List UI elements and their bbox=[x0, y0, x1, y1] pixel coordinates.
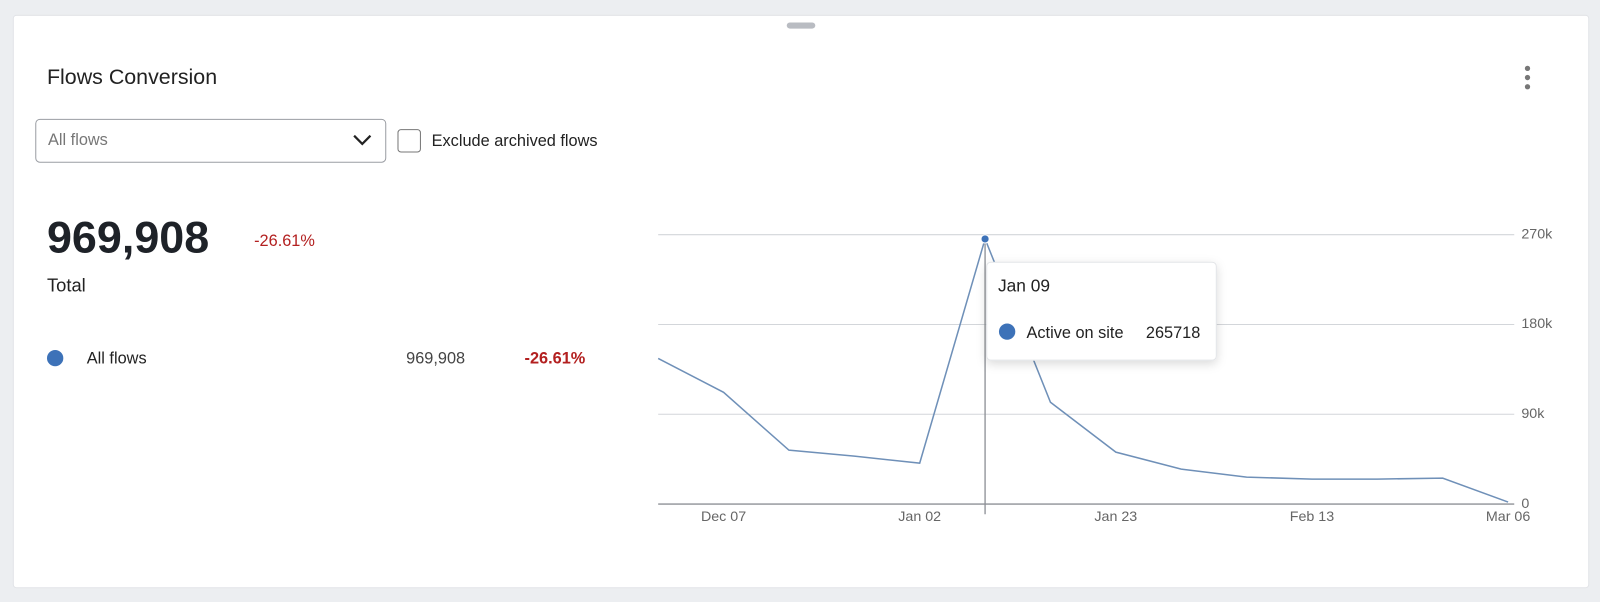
plot: 0 90k 180k 270k Dec 07 Jan 02 Jan 23 Feb 13 Mar … bbox=[657, 226, 1553, 525]
total-label: Total bbox=[47, 275, 86, 296]
hover-point bbox=[980, 234, 990, 244]
total-change: -26.61% bbox=[254, 232, 315, 250]
x-tick-label: Mar 06 bbox=[1486, 509, 1530, 525]
card-title: Flows Conversion bbox=[47, 65, 217, 89]
legend-change: -26.61% bbox=[525, 349, 586, 367]
x-tick-label: Jan 23 bbox=[1094, 509, 1137, 525]
drag-handle[interactable] bbox=[786, 22, 816, 29]
y-tick-label: 90k bbox=[1521, 406, 1545, 422]
legend-dot bbox=[46, 349, 64, 367]
flow-dropdown[interactable]: All flows bbox=[35, 118, 387, 163]
dropdown-value: All flows bbox=[48, 131, 108, 149]
card bbox=[12, 14, 1590, 589]
tooltip: Jan 09 Active on site 265718 bbox=[986, 261, 1217, 361]
tooltip-value: 265718 bbox=[1146, 324, 1200, 342]
tooltip-series: Active on site bbox=[1027, 324, 1124, 342]
checkbox[interactable] bbox=[397, 129, 421, 153]
y-tick-label: 180k bbox=[1521, 316, 1553, 332]
tooltip-dot bbox=[998, 323, 1016, 340]
x-tick-label: Jan 02 bbox=[898, 509, 941, 525]
total-value: 969,908 bbox=[47, 212, 209, 263]
tooltip-title: Jan 09 bbox=[998, 275, 1050, 295]
y-tick-label: 0 bbox=[1521, 496, 1529, 512]
checkbox-label[interactable]: Exclude archived flows bbox=[432, 132, 598, 150]
legend-total: 969,908 bbox=[406, 349, 465, 367]
kebab-menu[interactable] bbox=[1524, 65, 1531, 90]
legend-name: All flows bbox=[87, 349, 147, 367]
y-tick-label: 270k bbox=[1521, 226, 1553, 242]
x-tick-label: Dec 07 bbox=[701, 509, 746, 525]
series-line bbox=[657, 236, 1509, 503]
x-tick-label: Feb 13 bbox=[1290, 509, 1334, 525]
